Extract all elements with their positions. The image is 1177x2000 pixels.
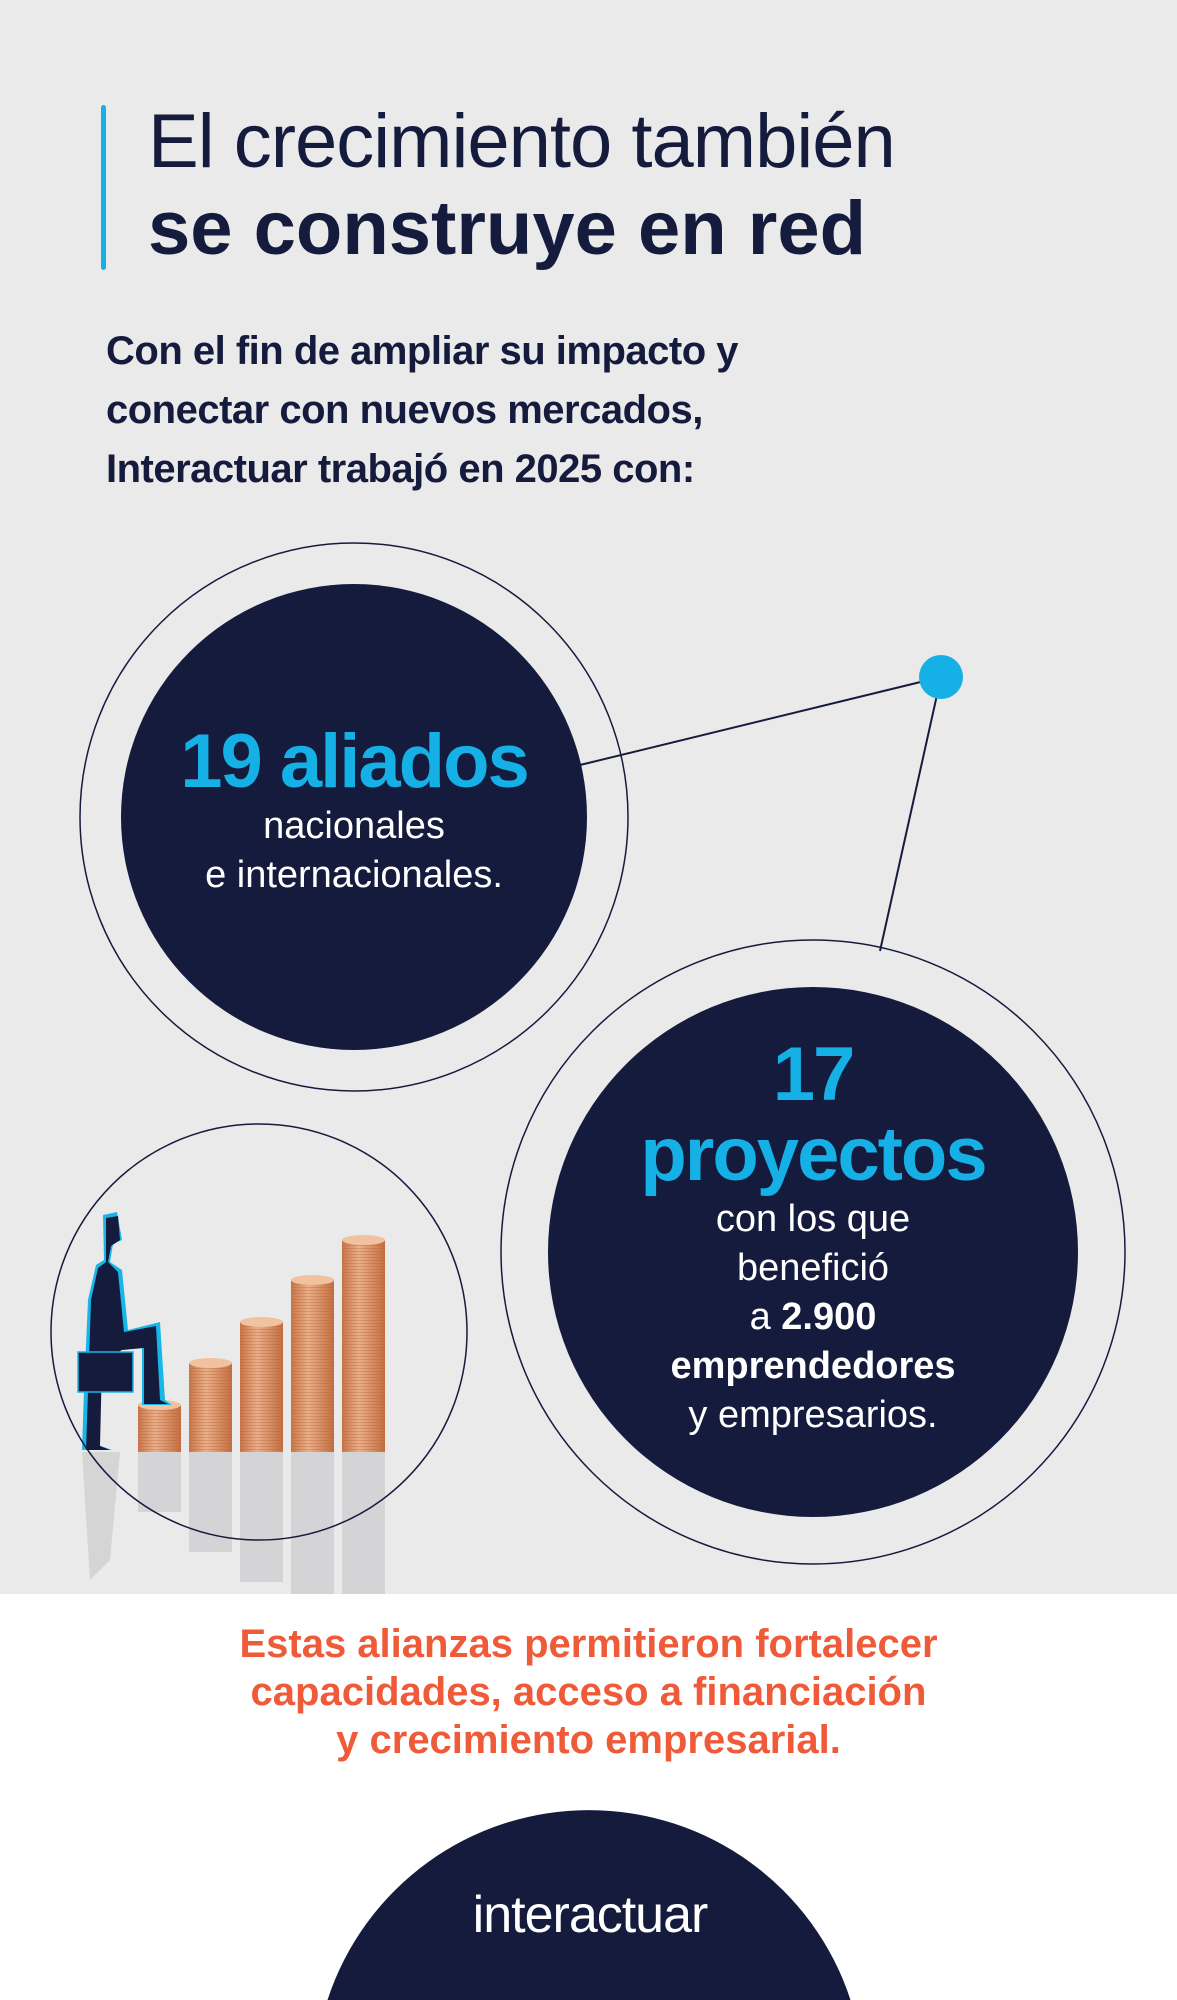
illustration-coins-icon (77, 1212, 385, 1594)
footer-circle (327, 1810, 851, 2000)
projects-line-4: emprendedores (670, 1345, 956, 1387)
closing-text: Estas alianzas permitieron fortalecer ca… (0, 1620, 1177, 1764)
projects-outer-ring (500, 939, 1126, 1565)
connector-line-projects (879, 676, 942, 952)
network-node-dot (919, 655, 963, 699)
projects-stat: 17 proyectos con los que benefició a 2.9… (613, 1035, 1013, 1440)
closing-line: Estas alianzas permitieron fortalecer (239, 1622, 938, 1666)
title-line-2: se construye en red (148, 186, 867, 271)
allies-line-2: e internacionales. (205, 854, 503, 896)
businessman-icon (77, 1212, 172, 1450)
allies-outer-ring (79, 542, 629, 1092)
projects-number: 17 (772, 1032, 856, 1117)
projects-circle (548, 987, 1078, 1517)
allies-value: 19 aliados (180, 719, 530, 804)
allies-circle (121, 584, 587, 1050)
projects-line-1: con los que (715, 1198, 911, 1240)
intro-line: conectar con nuevos mercados, (106, 388, 703, 432)
intro-text: Con el fin de ampliar su impacto y conec… (106, 322, 739, 499)
allies-line-1: nacionales (263, 805, 445, 847)
closing-line: capacidades, acceso a financiación (250, 1670, 927, 1714)
allies-stat: 19 aliados nacionales e internacionales. (154, 722, 554, 900)
projects-line-2: benefició (736, 1247, 890, 1289)
intro-line: Con el fin de ampliar su impacto y (106, 329, 739, 373)
interactuar-logo: interactuar (472, 1886, 709, 1944)
projects-line-3: a 2.900 (613, 1293, 1013, 1342)
connector-line-allies (579, 676, 942, 766)
closing-line: y crecimiento empresarial. (336, 1718, 841, 1762)
projects-label: proyectos (640, 1112, 987, 1197)
projects-line-5: y empresarios. (688, 1394, 938, 1436)
title-line-1: El crecimiento también (148, 99, 896, 184)
intro-line: Interactuar trabajó en 2025 con: (106, 447, 695, 491)
illustration-ring (50, 1123, 468, 1541)
title-accent-bar (101, 105, 106, 270)
projects-prefix: a (749, 1296, 771, 1338)
beneficiaries-count: 2.900 (781, 1296, 877, 1338)
